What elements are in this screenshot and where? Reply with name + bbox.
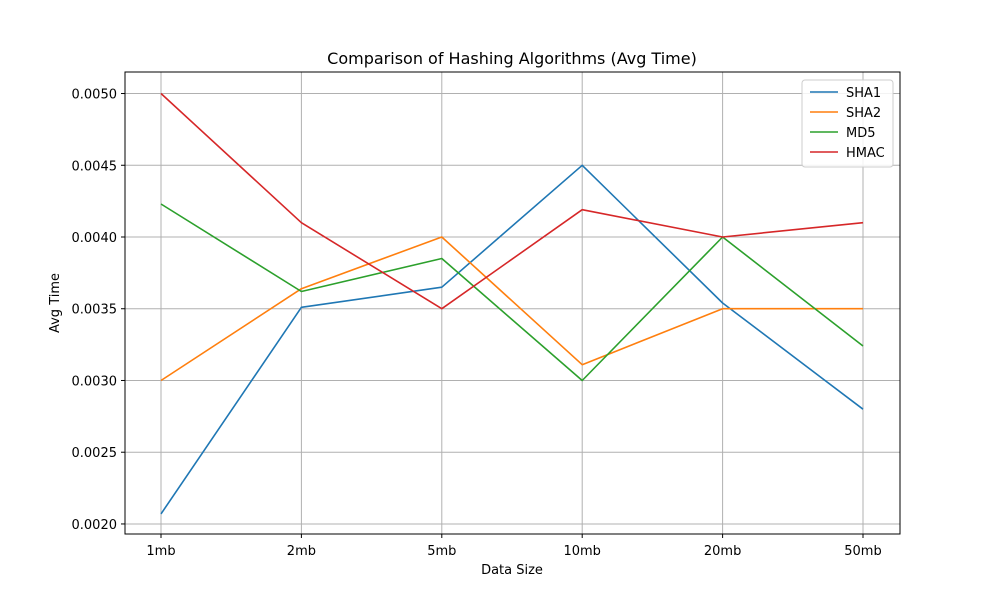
x-tick-label: 5mb [427,544,456,559]
y-tick-label: 0.0040 [72,231,118,246]
y-axis: 0.0020 0.0025 0.0030 0.0035 0.0040 0.0045 0.00… [72,88,125,533]
legend-label-sha1: SHA1 [846,86,881,101]
x-tick-label: 1mb [146,544,175,559]
legend-label-hmac: HMAC [846,146,885,161]
series-line-sha1 [160,164,864,515]
y-tick-label: 0.0020 [72,518,118,533]
legend-label-md5: MD5 [846,126,876,141]
x-tick-label: 20mb [704,544,741,559]
x-tick-label: 10mb [563,544,600,559]
x-axis-label: Data Size [481,563,543,578]
y-tick-label: 0.0035 [72,303,118,318]
y-tick-label: 0.0025 [72,446,118,461]
series-line-sha2 [160,236,863,382]
y-tick-label: 0.0030 [72,374,118,389]
x-tick-label: 50mb [844,544,881,559]
series-line-hmac [160,92,864,310]
plot-frame [124,71,901,535]
legend-box [801,79,894,168]
series-lines [160,92,864,515]
legend-label-sha2: SHA2 [846,106,881,121]
x-axis: 1mb 2mb 5mb 10mb 20mb 50mb [146,534,882,559]
chart-title: Comparison of Hashing Algorithms (Avg Ti… [327,49,697,68]
y-tick-label: 0.0050 [72,88,118,103]
series-line-md5 [160,203,864,382]
y-tick-label: 0.0045 [72,159,118,174]
legend: SHA1 SHA2 MD5 HMAC [801,79,894,168]
x-tick-label: 2mb [287,544,316,559]
y-axis-label: Avg Time [48,273,63,333]
